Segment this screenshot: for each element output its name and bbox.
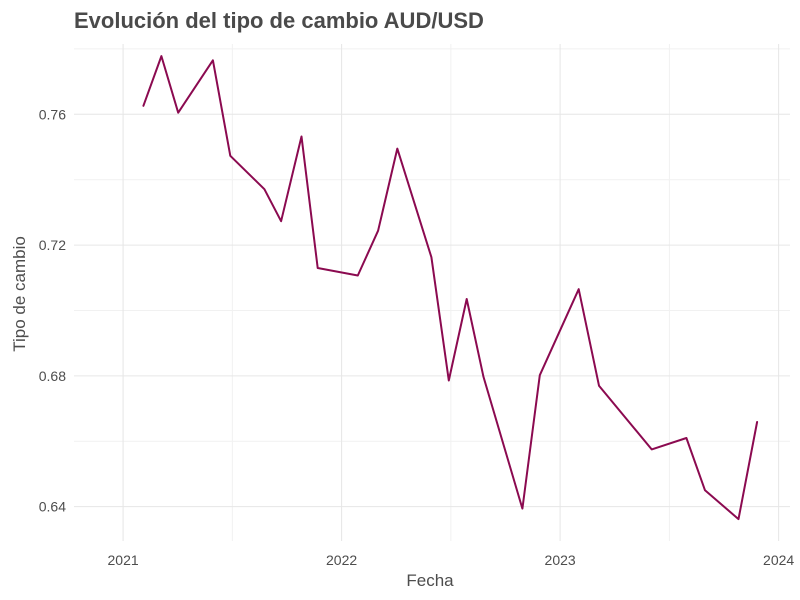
grid [74,44,790,541]
tick-labels: 2021 2022 2023 2024 0.64 0.68 0.72 0.76 [39,106,795,568]
y-tick-label: 0.72 [39,237,66,253]
x-tick-label: 2024 [763,552,794,568]
x-axis-title: Fecha [406,571,454,590]
chart-title: Evolución del tipo de cambio AUD/USD [74,8,484,33]
x-tick-label: 2022 [326,552,357,568]
x-tick-label: 2023 [545,552,576,568]
y-tick-label: 0.76 [39,106,66,122]
y-tick-label: 0.68 [39,368,66,384]
series-line [142,55,759,521]
x-tick-label: 2021 [108,552,139,568]
y-tick-label: 0.64 [39,499,66,515]
series-group [142,55,759,521]
y-axis-title: Tipo de cambio [10,236,29,352]
